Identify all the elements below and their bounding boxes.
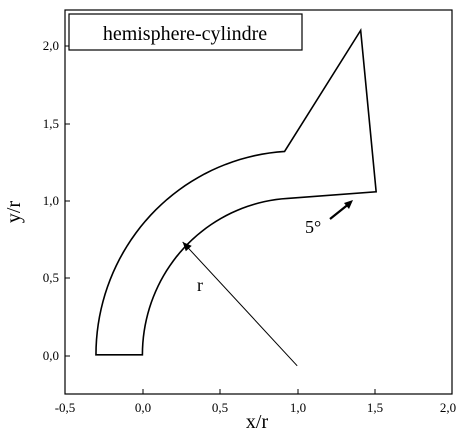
y-tick-label: 1,5: [43, 116, 59, 131]
x-tick-label: 2,0: [440, 400, 456, 415]
radius-arrow: [182, 241, 298, 367]
y-axis-ticks: 0,0 0,5 1,0 1,5 2,0: [43, 38, 70, 363]
radius-arrowhead: [182, 241, 192, 252]
hemisphere-cylinder-outline: [95, 27, 378, 356]
y-tick-label: 0,0: [43, 348, 59, 363]
y-tick-label: 0,5: [43, 270, 59, 285]
x-tick-label: -0,5: [55, 400, 76, 415]
plot-frame: [64, 9, 453, 395]
legend: hemisphere-cylindre: [68, 13, 303, 51]
legend-label: hemisphere-cylindre: [103, 23, 267, 45]
radius-label: r: [197, 275, 203, 295]
x-tick-label: 0,5: [212, 400, 228, 415]
y-tick-label: 1,0: [43, 193, 59, 208]
angle-label: 5°: [305, 217, 321, 237]
x-tick-label: 1,0: [290, 400, 306, 415]
legend-box: [68, 13, 303, 51]
angle-arrowhead: [344, 200, 353, 209]
x-axis-label: x/r: [246, 411, 269, 430]
x-axis-ticks: -0,5 0,0 0,5 1,0 1,5 2,0: [55, 389, 456, 415]
x-tick-label: 0,0: [135, 400, 151, 415]
y-tick-label: 2,0: [43, 38, 59, 53]
x-tick-label: 1,5: [367, 400, 383, 415]
y-axis-label: y/r: [3, 201, 25, 224]
